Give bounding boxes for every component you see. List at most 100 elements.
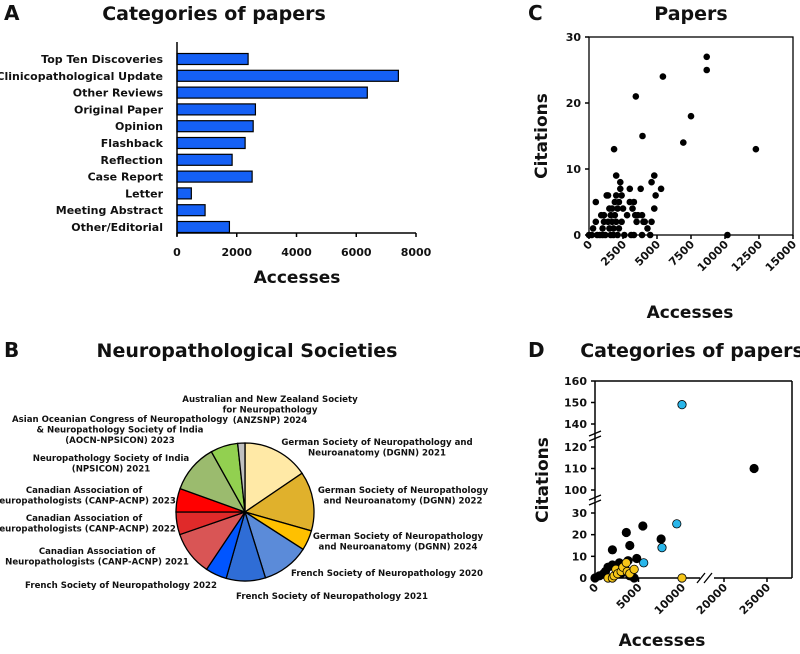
data-point-black: [750, 464, 758, 472]
x-tick-label: 2500: [598, 238, 629, 269]
data-point-black: [608, 546, 616, 554]
bar-category-label: Other/Editorial: [71, 221, 163, 234]
data-point: [611, 146, 618, 153]
data-point: [648, 179, 655, 186]
data-point: [621, 232, 628, 239]
pie-slice-label: German Society of Neuropathology: [318, 486, 489, 496]
data-point: [617, 179, 624, 186]
bar: [177, 222, 229, 233]
pie-slice-label: Neuropathologists (CANP-ACNP) 2023: [0, 497, 176, 507]
pie-slice-label: Neuropathologists (CANP-ACNP) 2022: [0, 525, 176, 535]
y-tick-label: 110: [564, 463, 587, 476]
data-point: [620, 205, 627, 212]
bar: [177, 171, 252, 182]
x-tick-label: 10000: [695, 238, 731, 274]
data-point-yellow: [622, 559, 630, 567]
x-tick-label: 4000: [281, 246, 312, 259]
chart-d-xlabel: Accesses: [619, 631, 706, 649]
bar: [177, 54, 248, 65]
bar-category-label: Opinion: [115, 120, 163, 133]
pie-slice-label: Australian and New Zealand Society: [182, 395, 358, 405]
data-point: [688, 113, 695, 120]
data-point: [593, 199, 600, 206]
pie-slice-label: Neuropathologists (CANP-ACNP) 2021: [5, 558, 189, 568]
pie-slice-label: French Society of Neuropathology 2020: [291, 569, 483, 579]
y-tick-label: 100: [564, 484, 587, 497]
pie-slice-label: German Society of Neuropathology and: [281, 438, 472, 448]
data-point-yellow: [678, 574, 686, 582]
pie-slice-label: & Neuropathology Society of India: [37, 426, 204, 436]
data-point: [617, 186, 624, 193]
data-point-blue: [678, 400, 686, 408]
panel-label-c: C: [528, 1, 543, 25]
x-tick-label: 0: [581, 238, 596, 253]
bar: [177, 205, 205, 216]
data-point: [593, 219, 600, 226]
chart-a-xlabel: Accesses: [254, 268, 341, 288]
bar-category-label: Top Ten Discoveries: [41, 53, 163, 66]
chart-c-title: Papers: [654, 3, 727, 25]
panel-label-a: A: [4, 1, 20, 25]
data-point-black: [639, 522, 647, 530]
x-tick-label: 0: [587, 581, 602, 596]
data-point: [631, 199, 638, 206]
chart-c-ylabel: Citations: [532, 93, 552, 179]
data-point: [651, 205, 658, 212]
x-tick-label: 6000: [341, 246, 372, 259]
x-tick-label: 15000: [763, 238, 799, 274]
y-tick-label: 150: [564, 397, 587, 410]
data-point: [631, 232, 638, 239]
data-point: [618, 192, 625, 199]
data-point: [614, 232, 621, 239]
y-tick-label: 160: [564, 375, 587, 388]
data-point: [616, 199, 623, 206]
bar: [177, 70, 398, 81]
data-point: [629, 205, 636, 212]
data-point: [637, 186, 644, 193]
data-point: [590, 225, 597, 232]
data-point-black: [657, 535, 665, 543]
data-point-yellow: [630, 565, 638, 573]
pie-slice-label: Canadian Association of: [26, 514, 143, 524]
x-tick-label: 5000: [632, 238, 663, 269]
x-tick-label: 20000: [694, 581, 730, 617]
data-point: [658, 186, 665, 193]
pie-slice-label: and Neuroanatomy (DGNN) 2024: [319, 543, 478, 553]
pie-slice-label: German Society of Neuropathology: [313, 532, 484, 542]
data-point: [644, 225, 651, 232]
x-tick-label: 10000: [652, 581, 688, 617]
bar-category-label: Flashback: [101, 137, 164, 150]
data-point: [647, 232, 654, 239]
bar-category-label: Letter: [125, 187, 163, 200]
data-point: [641, 219, 648, 226]
data-point: [633, 219, 640, 226]
panel-label-d: D: [528, 338, 545, 362]
data-point: [660, 73, 667, 80]
y-tick-label: 140: [564, 418, 587, 431]
bar: [177, 188, 191, 199]
chart-b-title: Neuropathological Societies: [97, 340, 398, 362]
data-point: [680, 139, 687, 146]
pie-slice-label: French Society of Neuropathology 2021: [236, 592, 428, 602]
x-tick-label: 8000: [401, 246, 432, 259]
bar: [177, 104, 255, 115]
bar: [177, 138, 245, 149]
pie-slice-label: (NPSICON) 2021: [72, 465, 150, 475]
data-point: [627, 186, 634, 193]
y-tick-label: 30: [572, 507, 588, 520]
bar-category-label: Case Report: [88, 171, 163, 184]
y-tick-label: 20: [572, 529, 588, 542]
data-point: [639, 232, 646, 239]
bar: [177, 154, 232, 165]
bar-category-label: Clinicopathological Update: [0, 70, 163, 83]
data-point: [612, 212, 619, 219]
y-tick-label: 30: [566, 31, 582, 44]
data-point: [601, 212, 608, 219]
data-point-black: [622, 528, 630, 536]
pie-slice-label: for Neuropathology: [223, 406, 318, 416]
bar: [177, 121, 253, 132]
data-point: [651, 172, 658, 179]
data-point: [616, 225, 623, 232]
data-point: [639, 212, 646, 219]
chart-a-title: Categories of papers: [102, 3, 326, 25]
